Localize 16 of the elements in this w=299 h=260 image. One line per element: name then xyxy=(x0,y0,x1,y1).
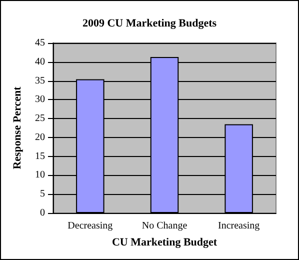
y-axis-title: Response Percent xyxy=(12,86,24,170)
x-axis-title: CU Marketing Budget xyxy=(112,236,218,248)
x-tick-label: Increasing xyxy=(218,220,260,232)
y-tick-label: 10 xyxy=(35,170,45,181)
y-tick-label: 0 xyxy=(40,208,45,218)
y-tick-label: 20 xyxy=(35,132,45,143)
y-tick-label: 35 xyxy=(35,75,45,86)
y-tick-label: 25 xyxy=(35,113,45,124)
y-tick-label: 15 xyxy=(35,150,45,162)
x-tick-label: Decreasing xyxy=(68,220,113,232)
y-tick-label: 5 xyxy=(40,188,45,200)
y-tick-label: 40 xyxy=(35,56,45,68)
y-tick-label: 45 xyxy=(35,38,45,48)
chart-title: 2009 CU Marketing Budgets xyxy=(82,18,218,30)
x-tick-label: No Change xyxy=(142,220,188,232)
y-tick-label: 30 xyxy=(35,94,45,106)
